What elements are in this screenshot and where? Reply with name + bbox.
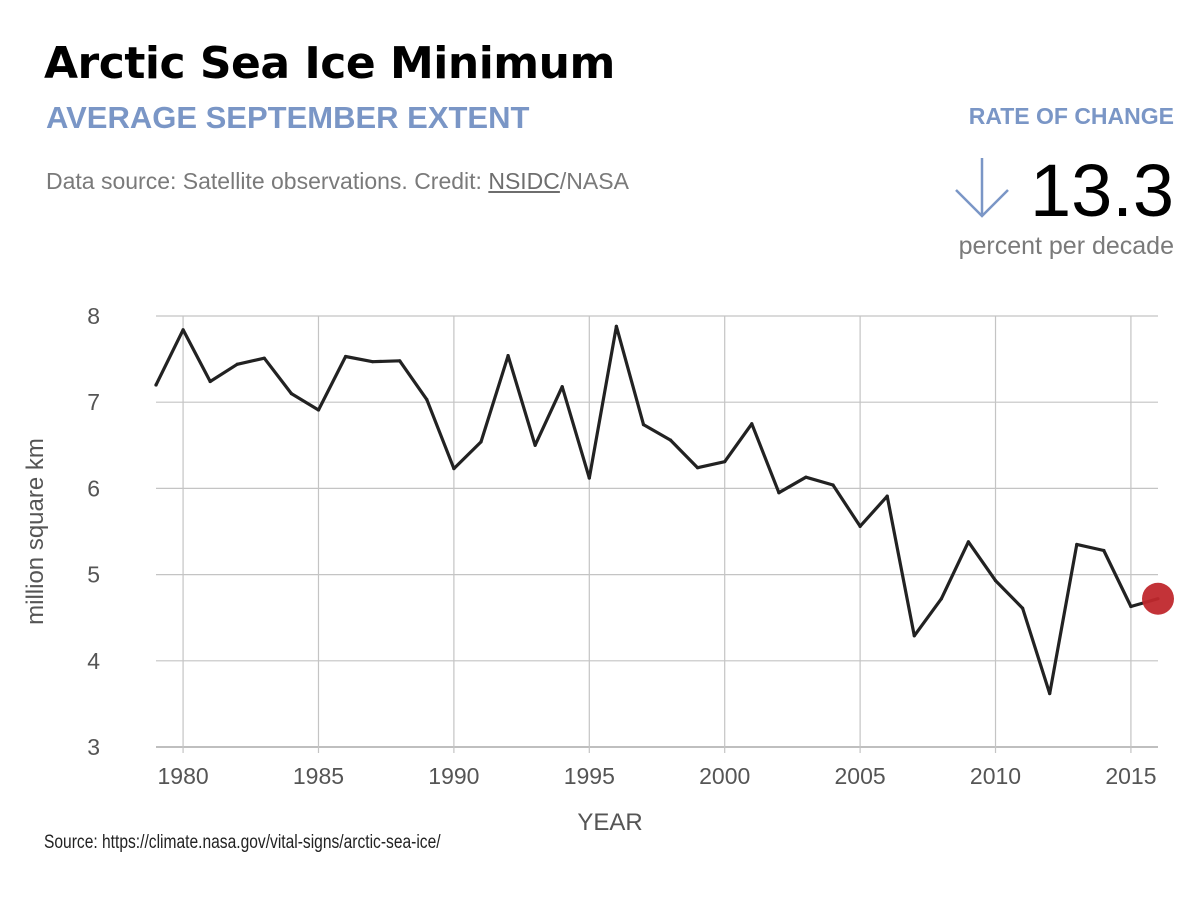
rate-of-change-label: RATE OF CHANGE (968, 103, 1174, 129)
data-point-2007 (912, 634, 916, 638)
y-tick-label: 7 (87, 389, 100, 415)
y-axis-label: million square km (22, 438, 49, 625)
data-point-2014 (1102, 548, 1106, 553)
x-tick-label: 1980 (157, 763, 208, 789)
data-point-2015 (1129, 604, 1133, 609)
nsidc-link[interactable]: NSIDC (488, 168, 560, 194)
page-title: Arctic Sea Ice Minimum (44, 38, 615, 89)
data-point-2009 (966, 540, 971, 544)
data-point-1992 (506, 354, 510, 358)
data-point-2006 (885, 494, 889, 498)
x-tick-label: 2005 (835, 763, 886, 789)
data-point-1996 (614, 324, 618, 328)
rate-of-change-value: 13.3 (1029, 149, 1174, 232)
y-tick-label: 6 (87, 475, 100, 501)
data-point-2012 (1048, 691, 1052, 696)
data-point-1999 (696, 466, 700, 470)
x-tick-label: 2010 (970, 763, 1021, 789)
data-point-1991 (479, 440, 483, 444)
x-tick-label: 1990 (428, 763, 479, 789)
data-point-1988 (398, 359, 402, 363)
data-point-1979 (154, 383, 158, 387)
y-tick-label: 5 (87, 562, 100, 588)
y-tick-label: 3 (87, 734, 100, 760)
data-point-1984 (289, 391, 294, 396)
data-point-1994 (560, 385, 564, 389)
data-point-1985 (316, 408, 321, 412)
data-point-2002 (777, 491, 781, 495)
data-point-2003 (804, 475, 808, 479)
data-credit: Data source: Satellite observations. Cre… (46, 168, 629, 195)
sea-ice-extent-line (154, 324, 1160, 696)
credit-suffix: /NASA (559, 168, 629, 194)
data-point-1983 (262, 356, 266, 360)
y-tick-label: 8 (87, 303, 100, 329)
data-point-1998 (668, 438, 673, 442)
x-tick-label: 1985 (293, 763, 344, 789)
data-point-2008 (939, 597, 943, 601)
x-tick-label: 2000 (699, 763, 750, 789)
data-point-1990 (452, 466, 456, 471)
rate-of-change-unit: percent per decade (958, 232, 1174, 260)
data-point-2005 (858, 524, 862, 528)
arrow-down-icon (955, 158, 1009, 218)
data-point-1982 (235, 362, 239, 366)
y-tick-label: 4 (87, 648, 100, 674)
data-point-2004 (831, 483, 835, 487)
data-point-2000 (723, 460, 727, 464)
data-point-1987 (371, 360, 375, 364)
credit-prefix: Data source: Satellite observations. Cre… (46, 168, 489, 194)
x-axis-label: YEAR (577, 809, 642, 836)
data-point-1995 (587, 476, 591, 480)
data-point-2001 (750, 422, 754, 426)
highlight-point-2016 (1142, 582, 1174, 615)
x-tick-label: 1995 (564, 763, 615, 789)
data-point-1986 (343, 354, 348, 359)
data-point-1997 (641, 423, 646, 427)
data-point-2011 (1020, 606, 1025, 610)
data-point-1993 (533, 443, 537, 447)
data-point-2010 (993, 579, 998, 583)
data-point-1989 (425, 398, 429, 402)
data-point-2013 (1075, 542, 1079, 547)
data-point-1980 (181, 328, 185, 332)
x-tick-label: 2015 (1105, 763, 1156, 789)
data-point-1981 (208, 379, 212, 384)
source-url: Source: https://climate.nasa.gov/vital-s… (44, 832, 441, 853)
chart-subtitle: AVERAGE SEPTEMBER EXTENT (46, 100, 530, 135)
